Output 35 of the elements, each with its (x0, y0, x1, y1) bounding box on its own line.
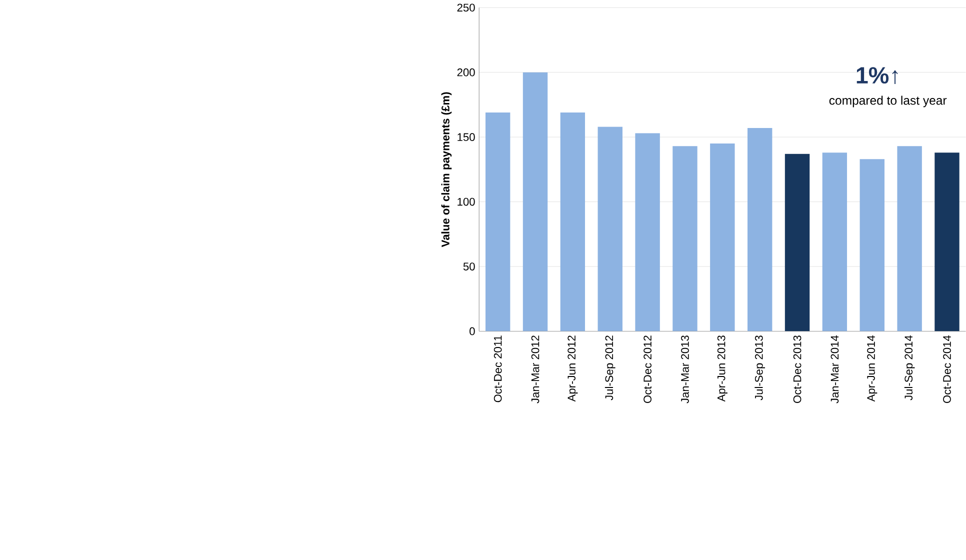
x-tick-label: Apr-Jun 2013 (717, 335, 728, 402)
bar (485, 112, 510, 332)
bar (598, 126, 622, 332)
annotation: compared to last year (829, 96, 947, 108)
x-tick-label: Oct-Dec 2014 (943, 335, 951, 403)
x-tick-label: Apr-Jun 2014 (867, 335, 878, 402)
x-tick-label: Jan-Mar 2013 (681, 335, 689, 404)
bar (522, 72, 548, 332)
y-axis-title: Value of claim payments (£m) (441, 92, 452, 247)
x-tick-label: Jan-Mar 2014 (830, 335, 839, 404)
x-tick-label: Oct-Dec 2011 (494, 335, 502, 402)
x-tick-label: Oct-Dec 2012 (644, 335, 652, 403)
x-tick-label: Jan-Mar 2012 (531, 335, 540, 404)
x-tick-label: Apr-Jun 2012 (568, 335, 578, 402)
bar (560, 112, 586, 332)
x-tick-label: Jul-Sep 2014 (904, 335, 915, 400)
bar (784, 154, 810, 332)
x-tick-label: Jul-Sep 2013 (754, 335, 766, 400)
bar (710, 143, 735, 332)
bar (897, 146, 922, 332)
y-tick-label: 0 (470, 327, 475, 335)
y-tick-label: 200 (457, 68, 475, 76)
bar (672, 146, 698, 332)
x-tick-label: Jul-Sep 2012 (604, 335, 616, 400)
bar (747, 128, 772, 332)
bar (635, 133, 660, 332)
y-tick-label: 250 (457, 4, 475, 12)
y-tick-label: 100 (458, 198, 475, 206)
y-tick-label: 150 (458, 132, 475, 141)
bar (934, 152, 960, 332)
x-tick-label: Oct-Dec 2013 (793, 335, 802, 403)
annotation: 1%↑ (856, 66, 898, 84)
bar (860, 158, 884, 332)
y-tick-label: 50 (463, 262, 475, 270)
bar (822, 152, 848, 332)
